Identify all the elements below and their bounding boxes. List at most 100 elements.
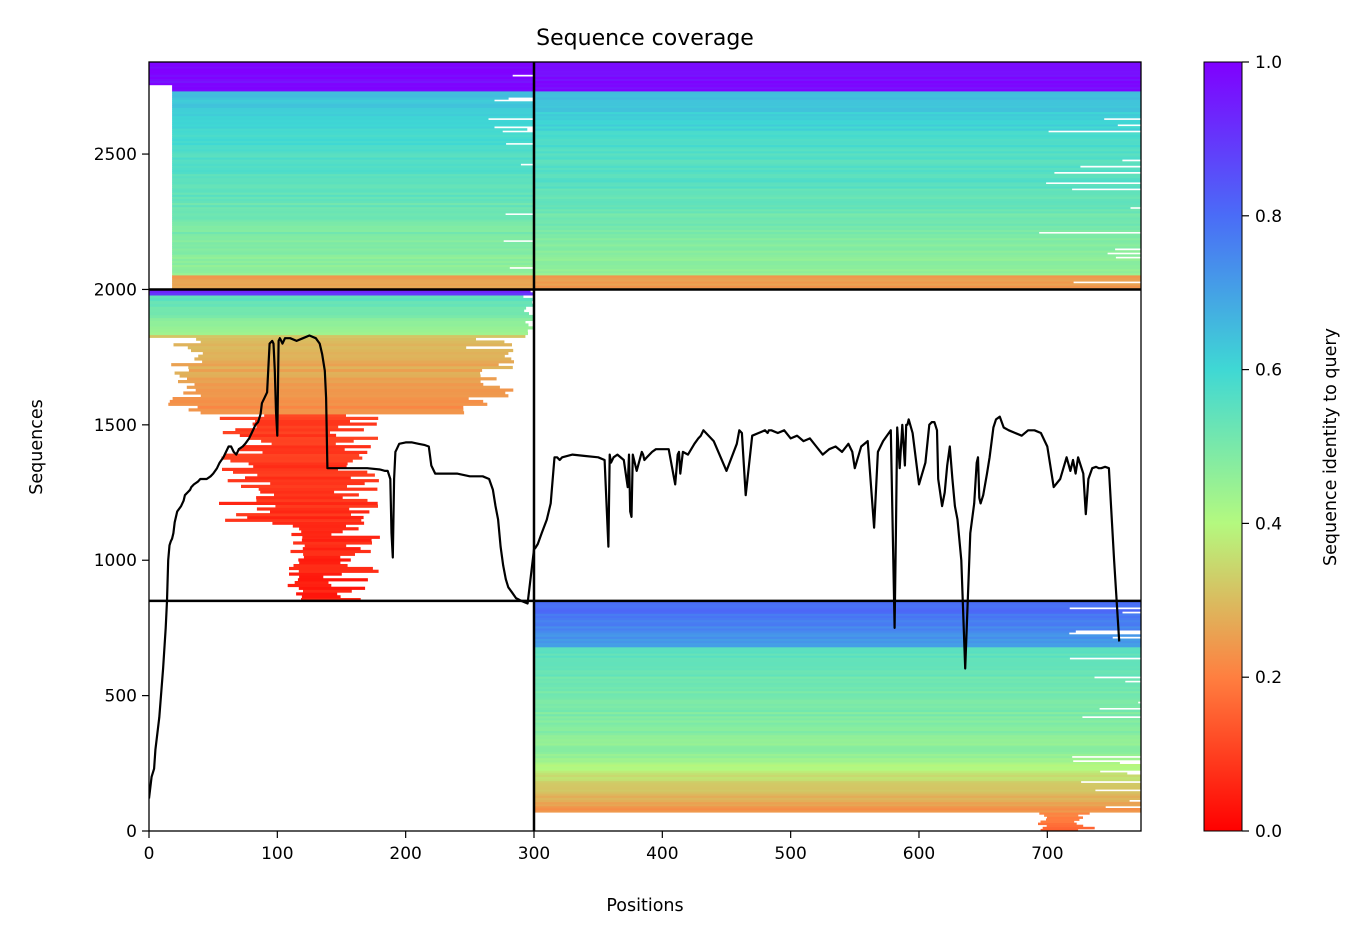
coverage-row [249, 436, 378, 440]
coverage-row [172, 233, 534, 237]
coverage-row [534, 142, 1141, 146]
coverage-row [172, 88, 534, 92]
coverage-row [149, 317, 534, 321]
coverage-row [172, 248, 534, 251]
colorbar-tick-label: 0.2 [1255, 668, 1282, 688]
coverage-row [172, 254, 534, 257]
coverage-row [172, 171, 534, 175]
coverage-row [195, 388, 514, 392]
coverage-row [172, 113, 534, 117]
coverage-row [149, 326, 534, 330]
coverage-row [534, 97, 1141, 100]
coverage-row [534, 803, 1141, 807]
coverage-row [172, 99, 495, 102]
colorbar-tick-label: 1.0 [1255, 53, 1282, 73]
coverage-row [172, 161, 534, 164]
y-tick-label: 0 [126, 822, 137, 842]
coverage-row [172, 223, 534, 226]
coverage-row [299, 527, 359, 531]
coverage-row [235, 428, 364, 432]
coverage-row [238, 448, 345, 452]
coverage-row [242, 445, 371, 449]
coverage-row [534, 718, 1141, 721]
coverage-row [534, 186, 1141, 189]
coverage-row [534, 82, 1141, 86]
coverage-row [534, 146, 1141, 150]
coverage-row [172, 241, 534, 245]
coverage-row [172, 208, 534, 212]
coverage-row [534, 713, 1141, 717]
coverage-row [534, 272, 1141, 276]
coverage-row [219, 501, 378, 505]
coverage-row [298, 569, 379, 573]
coverage-row [534, 602, 1141, 606]
coverage-row [290, 549, 371, 554]
coverage-row [534, 196, 1141, 199]
coverage-row [172, 115, 534, 119]
coverage-row [233, 470, 368, 474]
coverage-blocks [149, 62, 1141, 831]
coverage-row [534, 148, 1141, 152]
coverage-row [149, 82, 534, 86]
coverage-row [534, 722, 1141, 725]
coverage-row [149, 312, 529, 316]
coverage-row [534, 762, 1120, 765]
coverage-row [534, 619, 1141, 623]
coverage-row [534, 68, 1141, 71]
coverage-row [534, 709, 1141, 713]
coverage-row [534, 768, 1141, 771]
coverage-row [172, 138, 534, 141]
coverage-row [270, 481, 365, 486]
block-dividers [149, 62, 1141, 831]
coverage-row [200, 411, 465, 415]
coverage-row [299, 561, 341, 565]
coverage-row [534, 153, 1141, 156]
coverage-row [534, 285, 1141, 288]
coverage-row [534, 640, 1141, 644]
coverage-row [239, 433, 337, 437]
coverage-row [149, 300, 532, 304]
coverage-row [275, 504, 378, 508]
coverage-row [274, 493, 359, 497]
block-top-right [534, 62, 1141, 290]
coverage-row [534, 132, 1141, 135]
coverage-row [200, 394, 509, 398]
coverage-row [149, 334, 526, 338]
coverage-row [534, 192, 1141, 195]
coverage-row [534, 793, 1141, 796]
coverage-row [534, 260, 1141, 263]
coverage-row [534, 707, 1100, 711]
coverage-row [1040, 820, 1075, 823]
coverage-row [197, 405, 464, 409]
coverage-row [534, 672, 1141, 675]
coverage-row [534, 206, 1131, 210]
coverage-row [187, 377, 497, 381]
coverage-row [171, 363, 499, 367]
coverage-row [534, 268, 1141, 272]
coverage-row [172, 153, 534, 156]
coverage-row [534, 235, 1141, 239]
coverage-row [255, 419, 350, 423]
coverage-row [534, 759, 1074, 763]
coverage-row [534, 701, 1139, 704]
coverage-row [534, 157, 1141, 160]
block-top-left [149, 62, 534, 290]
coverage-row [172, 192, 534, 195]
coverage-row [534, 130, 1049, 133]
coverage-row [534, 615, 1141, 618]
coverage-row [172, 283, 534, 286]
coverage-row [534, 231, 1040, 235]
coverage-row [534, 177, 1141, 181]
coverage-row [534, 680, 1126, 683]
coverage-row [534, 66, 1141, 69]
coverage-row [172, 150, 534, 154]
coverage-row [534, 105, 1141, 108]
coverage-row [172, 107, 534, 110]
block-bottom-right [534, 600, 1141, 831]
coverage-row [168, 402, 488, 406]
coverage-row [172, 277, 534, 280]
y-axis-label: Sequences [27, 399, 47, 494]
coverage-row [534, 621, 1141, 625]
coverage-row [534, 801, 1141, 805]
coverage-row [534, 210, 1141, 214]
